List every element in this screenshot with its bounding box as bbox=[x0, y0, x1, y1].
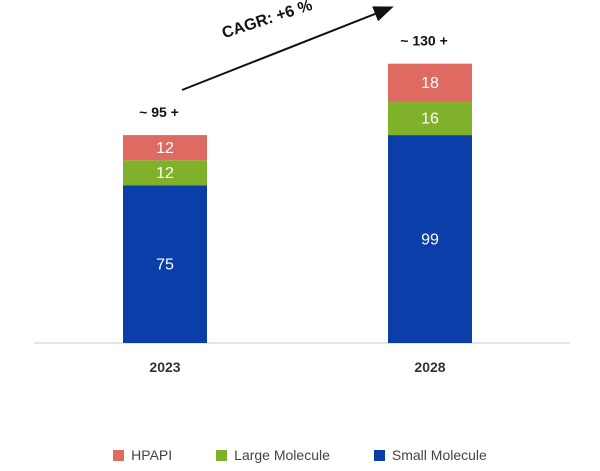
category-label-2028: 2028 bbox=[414, 359, 445, 375]
legend-swatch-small-molecule bbox=[373, 449, 385, 461]
legend: HPAPI Large Molecule Small Molecule bbox=[0, 447, 600, 463]
labels-group: 75 12 12 ~ 95 + 2023 99 16 18 ~ 130 + 2028 bbox=[139, 33, 448, 375]
total-label-2028: ~ 130 + bbox=[400, 33, 448, 49]
data-label-hpapi-2028: 18 bbox=[421, 75, 439, 92]
data-label-small-molecule-2023: 75 bbox=[156, 256, 174, 273]
legend-item-hpapi: HPAPI bbox=[113, 447, 172, 463]
legend-label-large-molecule: Large Molecule bbox=[234, 447, 330, 463]
bar-large-molecule-2028 bbox=[388, 101, 472, 136]
legend-swatch-large-molecule bbox=[216, 449, 228, 461]
legend-label-small-molecule: Small Molecule bbox=[391, 447, 487, 463]
bar-small-molecule-2028 bbox=[388, 135, 472, 343]
category-label-2023: 2023 bbox=[149, 359, 180, 375]
data-label-hpapi-2023: 12 bbox=[156, 140, 174, 157]
bar-hpapi-2023 bbox=[123, 135, 207, 161]
data-label-large-molecule-2028: 16 bbox=[421, 111, 439, 128]
legend-swatch-hpapi bbox=[113, 449, 125, 461]
data-label-large-molecule-2023: 12 bbox=[156, 165, 174, 182]
bar-hpapi-2028 bbox=[388, 63, 472, 102]
data-label-small-molecule-2028: 99 bbox=[421, 231, 439, 248]
bar-small-molecule-2023 bbox=[123, 185, 207, 343]
bar-large-molecule-2023 bbox=[123, 160, 207, 186]
legend-item-large-molecule: Large Molecule bbox=[216, 447, 330, 463]
total-label-2023: ~ 95 + bbox=[139, 104, 179, 120]
cagr-arrow bbox=[181, 6, 394, 91]
legend-item-small-molecule: Small Molecule bbox=[373, 447, 487, 463]
bars-group bbox=[123, 63, 472, 343]
legend-label-hpapi: HPAPI bbox=[131, 447, 173, 463]
